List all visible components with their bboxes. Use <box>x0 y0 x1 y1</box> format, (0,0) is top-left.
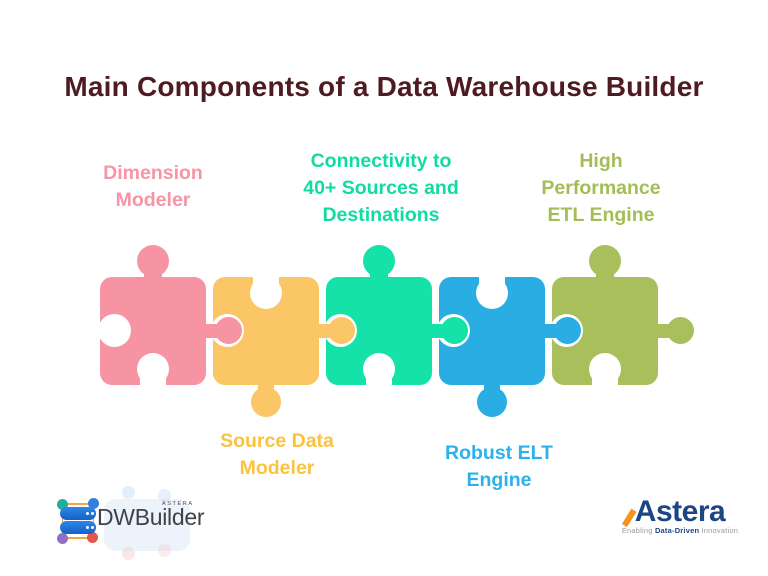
puzzle-piece-dimension-modeler <box>98 245 242 385</box>
label-robust-elt-engine: Robust ELT Engine <box>445 442 553 491</box>
database-dot <box>91 526 94 529</box>
network-line <box>92 503 94 536</box>
network-node-icon <box>86 531 98 543</box>
logo-watermark-dot <box>122 486 135 499</box>
puzzle-knob <box>328 317 355 344</box>
puzzle-socket-channel <box>479 277 505 293</box>
puzzle-neck <box>203 324 217 338</box>
puzzle-socket-channel <box>366 369 392 385</box>
puzzle-neck <box>258 379 274 391</box>
logo-watermark-dot <box>158 544 171 557</box>
logo-watermark-dot <box>122 547 135 560</box>
puzzle-neck <box>429 324 443 338</box>
tagline-prefix: Enabling <box>621 526 655 535</box>
network-line <box>62 503 93 505</box>
astera-logo: Astera Enabling Data-Driven Innovation <box>600 494 760 544</box>
puzzle-neck <box>542 324 556 338</box>
database-icon <box>60 507 96 520</box>
network-node-icon <box>56 498 68 510</box>
database-dot <box>86 526 89 529</box>
puzzle-neck <box>144 265 162 279</box>
dwbuilder-wordmark: DWBuilder <box>97 504 205 530</box>
puzzle-socket-channel <box>140 369 166 385</box>
puzzle-knob <box>215 317 242 344</box>
logo-watermark <box>104 499 190 551</box>
database-dot <box>86 512 89 515</box>
network-node-icon <box>56 532 68 544</box>
page-title: Main Components of a Data Warehouse Buil… <box>64 71 704 102</box>
puzzle-knob <box>667 317 694 344</box>
puzzle-neck <box>484 379 500 391</box>
network-node-icon <box>87 497 99 509</box>
label-connectivity: Connectivity to 40+ Sources and Destinat… <box>303 150 459 226</box>
label-source-data-modeler: Source Data Modeler <box>220 430 334 479</box>
puzzle-neck <box>370 265 388 279</box>
puzzle-knob <box>441 317 468 344</box>
astera-wordmark: Astera <box>634 495 726 528</box>
puzzle-knob <box>477 387 507 417</box>
logo-watermark-dot <box>158 489 171 502</box>
tagline-bold: Data-Driven <box>654 526 700 535</box>
tagline-suffix: Innovation <box>699 526 739 535</box>
puzzle-socket <box>98 314 131 347</box>
astera-tagline: Enabling Data-Driven Innovation <box>600 526 760 535</box>
puzzle-neck <box>316 324 330 338</box>
puzzle-socket-channel <box>253 277 279 293</box>
puzzle-knob <box>554 317 581 344</box>
puzzle-knob <box>251 387 281 417</box>
network-line <box>62 537 92 539</box>
label-dimension-modeler: Dimension Modeler <box>103 162 203 211</box>
database-icon <box>60 521 96 534</box>
database-dot <box>91 512 94 515</box>
dwbuilder-logo: DWBuilder ASTERA <box>52 486 237 570</box>
puzzle-neck <box>655 324 669 338</box>
label-high-performance-etl-engine: High Performance ETL Engine <box>541 150 661 226</box>
puzzle-socket-channel <box>592 369 618 385</box>
network-line <box>61 504 63 537</box>
dwbuilder-astera-sub: ASTERA <box>162 501 194 507</box>
puzzle-neck <box>596 265 614 279</box>
